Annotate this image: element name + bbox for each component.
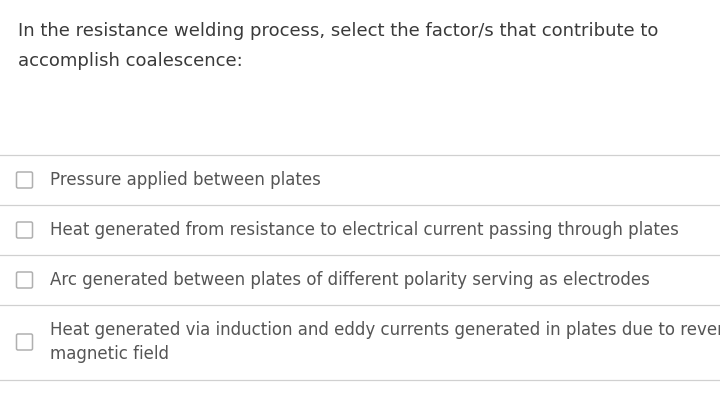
- Text: accomplish coalescence:: accomplish coalescence:: [18, 52, 243, 70]
- Text: Heat generated via induction and eddy currents generated in plates due to revers: Heat generated via induction and eddy cu…: [50, 321, 720, 363]
- Text: Heat generated from resistance to electrical current passing through plates: Heat generated from resistance to electr…: [50, 221, 679, 239]
- FancyBboxPatch shape: [17, 272, 32, 288]
- Text: Arc generated between plates of different polarity serving as electrodes: Arc generated between plates of differen…: [50, 271, 650, 289]
- FancyBboxPatch shape: [17, 222, 32, 238]
- FancyBboxPatch shape: [17, 334, 32, 350]
- Text: Pressure applied between plates: Pressure applied between plates: [50, 171, 321, 189]
- Text: In the resistance welding process, select the factor/s that contribute to: In the resistance welding process, selec…: [18, 22, 658, 40]
- FancyBboxPatch shape: [17, 172, 32, 188]
